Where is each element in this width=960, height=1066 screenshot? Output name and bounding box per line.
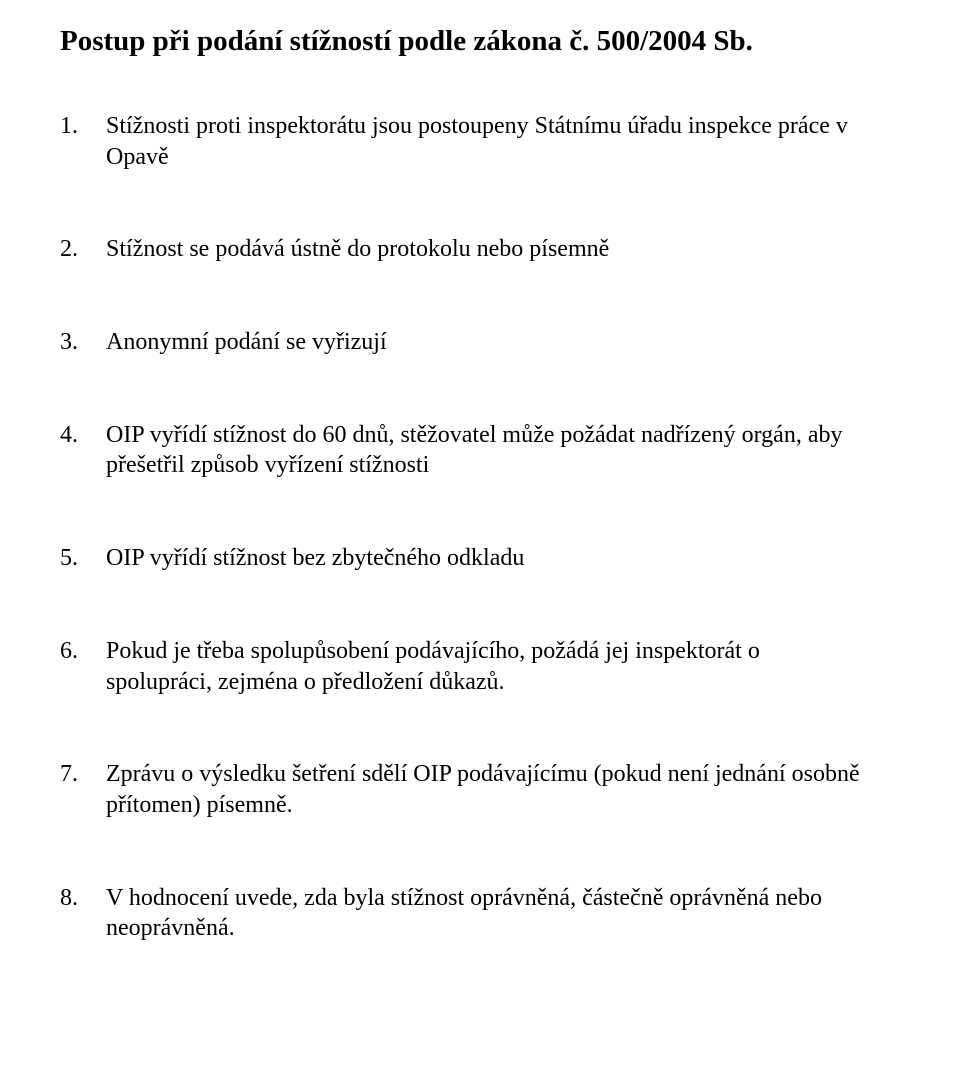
item-text: OIP vyřídí stížnost do 60 dnů, stěžovate… [106, 420, 870, 481]
item-number: 5. [60, 543, 106, 574]
item-text: OIP vyřídí stížnost bez zbytečného odkla… [106, 543, 870, 574]
item-number: 4. [60, 420, 106, 451]
list-item: 6. Pokud je třeba spolupůsobení podávají… [60, 636, 870, 697]
item-number: 8. [60, 883, 106, 914]
document-title: Postup při podání stížností podle zákona… [60, 24, 870, 59]
list-item: 3. Anonymní podání se vyřizují [60, 327, 870, 358]
list-item: 8. V hodnocení uvede, zda byla stížnost … [60, 883, 870, 944]
list-item: 1. Stížnosti proti inspektorátu jsou pos… [60, 111, 870, 172]
item-text: Anonymní podání se vyřizují [106, 327, 870, 358]
item-text: Stížnost se podává ústně do protokolu ne… [106, 234, 870, 265]
list-item: 4. OIP vyřídí stížnost do 60 dnů, stěžov… [60, 420, 870, 481]
item-number: 3. [60, 327, 106, 358]
list-item: 2. Stížnost se podává ústně do protokolu… [60, 234, 870, 265]
item-text: Stížnosti proti inspektorátu jsou postou… [106, 111, 870, 172]
item-text: V hodnocení uvede, zda byla stížnost opr… [106, 883, 870, 944]
item-number: 7. [60, 759, 106, 790]
item-text: Pokud je třeba spolupůsobení podávajícíh… [106, 636, 870, 697]
item-number: 6. [60, 636, 106, 667]
item-number: 2. [60, 234, 106, 265]
list-item: 5. OIP vyřídí stížnost bez zbytečného od… [60, 543, 870, 574]
list-item: 7. Zprávu o výsledku šetření sdělí OIP p… [60, 759, 870, 820]
item-text: Zprávu o výsledku šetření sdělí OIP podá… [106, 759, 870, 820]
item-number: 1. [60, 111, 106, 142]
